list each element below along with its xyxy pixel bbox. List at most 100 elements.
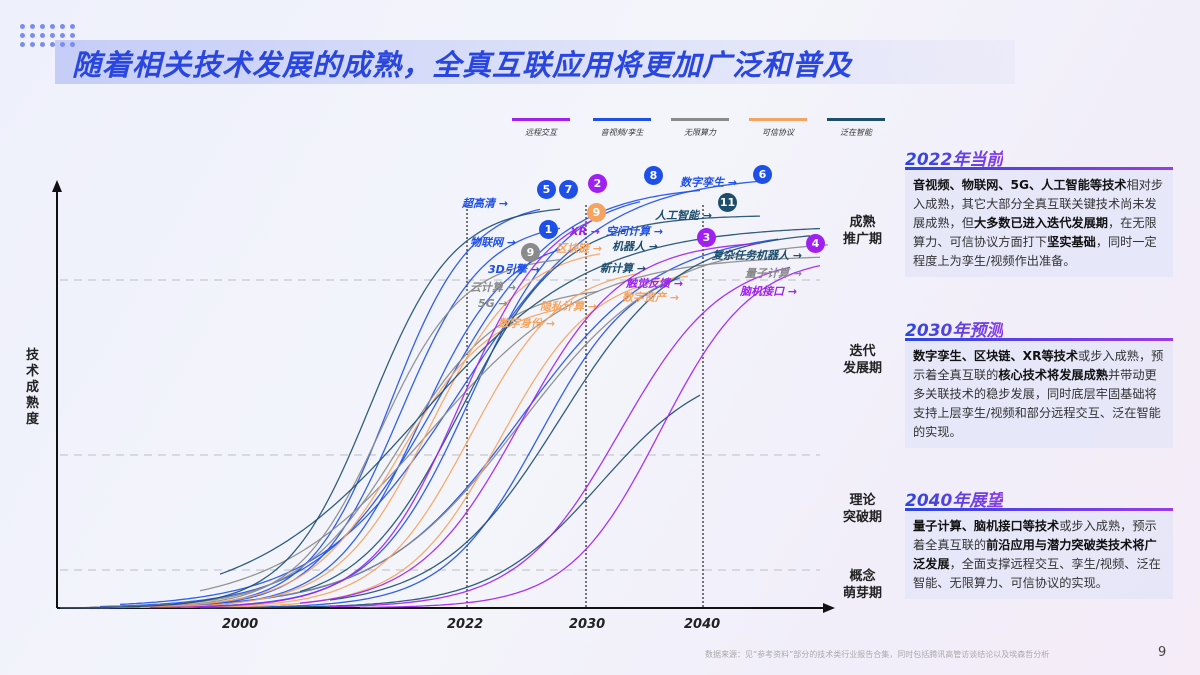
technology-label: 复杂任务机器人 →: [712, 249, 803, 262]
section-text: 核心技术将发展成熟: [998, 368, 1108, 382]
technology-number-badge: 9: [587, 203, 606, 222]
section-text: 或步入成熟，预示着全真互联的: [913, 349, 1164, 382]
x-tick-2000: 2000: [222, 617, 259, 632]
legend-item: 音视频/孪生: [593, 118, 651, 138]
y-axis-label: 技术成熟度: [26, 348, 40, 427]
legend-item: 远程交互: [512, 118, 570, 138]
maturity-curve: [59, 208, 561, 609]
maturity-curve: [200, 277, 681, 609]
section-text: 前沿应用与潜力突破类技术将广泛发展: [913, 538, 1157, 571]
legend-label: 远程交互: [525, 128, 557, 137]
page-title: 随着相关技术发展的成熟，全真互联应用将更加广泛和普及: [72, 48, 853, 82]
section-text: 大多数已进入迭代发展期: [973, 216, 1108, 230]
legend-swatch: [512, 118, 570, 121]
technology-label: 3D引擎 →: [488, 263, 540, 276]
technology-number-badge: 6: [753, 165, 772, 184]
technology-label: 物联网 →: [470, 236, 517, 249]
maturity-curve: [299, 242, 761, 604]
maturity-curve: [220, 275, 689, 608]
technology-label: 数字身份 →: [498, 317, 556, 330]
title-bar: [55, 40, 1015, 84]
stage-breakthrough: 理论 突破期: [842, 493, 882, 525]
x-tick-2022: 2022: [447, 617, 484, 632]
technology-number-badge: 1: [539, 220, 558, 239]
technology-number-badge: 3: [697, 228, 716, 247]
section-body: 数字孪生、区块链、XR等技术或步入成熟，预示着全真互联的核心技术将发展成熟并带动…: [905, 341, 1173, 448]
section-text: ，同时一定程度上为孪生/视频作出准备。: [913, 235, 1157, 268]
section-body: 音视频、物联网、5G、人工智能等技术相对步入成熟，其它大部分全真互联关键技术尚未…: [905, 170, 1173, 277]
legend-label: 泛在智能: [840, 128, 872, 137]
technology-label: 隐私计算 →: [540, 300, 598, 313]
section-text: 或步入成熟，预示着全真互联的: [913, 519, 1157, 552]
maturity-curve: [100, 308, 561, 609]
technology-label: 新计算 →: [600, 262, 647, 275]
technology-label: 区块链 →: [556, 242, 603, 255]
section-text: 数字孪生、区块链、XR等技术: [913, 349, 1079, 363]
section-text: ，全面支撑远程交互、孪生/视频、泛在智能、无限算力、可信协议的实现。: [913, 557, 1161, 590]
maturity-curve: [60, 258, 561, 609]
maturity-curve: [359, 264, 821, 609]
section-text: 并带动更多关联技术的稳步发展，同时底层牢固基础将支持上层孪生/视频和部分远程交互…: [913, 368, 1161, 439]
legend-label: 音视频/孪生: [600, 128, 644, 137]
technology-label: 数字孪生 →: [680, 176, 738, 189]
y-axis-arrow: [52, 180, 62, 192]
technology-number-badge: 11: [718, 193, 737, 212]
technology-label: 超高清 →: [462, 197, 509, 210]
technology-label: XR →: [570, 225, 600, 238]
x-axis-arrow: [823, 603, 835, 613]
section-title: 2040年展望: [905, 486, 1003, 511]
maturity-curve: [99, 189, 701, 608]
legend-swatch: [593, 118, 651, 121]
technology-label: 5G →: [478, 297, 508, 310]
section-body: 量子计算、脑机接口等技术或步入成熟，预示着全真互联的前沿应用与潜力突破类技术将广…: [905, 511, 1173, 599]
maturity-curve: [179, 272, 641, 609]
decorative-dots: [20, 24, 76, 47]
technology-label: 脑机接口 →: [740, 285, 798, 298]
legend-swatch: [827, 118, 885, 121]
section-text: 坚实基础: [1047, 235, 1096, 249]
maturity-curve: [259, 244, 829, 600]
technology-number-badge: 9: [521, 243, 540, 262]
maturity-curve: [200, 394, 701, 609]
stage-mature: 成熟 推广期: [842, 215, 882, 247]
technology-number-badge: 7: [559, 180, 578, 199]
section-text: ，在无限算力、可信协议方面打下: [913, 216, 1157, 249]
maturity-curve: [149, 217, 599, 609]
x-tick-2040: 2040: [684, 617, 721, 632]
page-number: 9: [1158, 645, 1167, 660]
legend-swatch: [671, 118, 729, 121]
section-text: 量子计算、脑机接口等技术: [913, 519, 1060, 533]
section-text: 音视频、物联网、5G、人工智能等技术: [913, 178, 1127, 192]
technology-label: 机器人 →: [612, 240, 659, 253]
maturity-curve: [119, 180, 761, 606]
legend-item: 可信协议: [749, 118, 807, 138]
section-2040: 2040年展望 量子计算、脑机接口等技术或步入成熟，预示着全真互联的前沿应用与潜力…: [905, 486, 1173, 599]
legend-label: 无限算力: [684, 128, 716, 137]
maturity-curve: [219, 227, 821, 575]
legend-item: 泛在智能: [827, 118, 885, 138]
section-title: 2022年当前: [905, 145, 1003, 170]
section-2022: 2022年当前 音视频、物联网、5G、人工智能等技术相对步入成熟，其它大部分全真互…: [905, 145, 1173, 277]
maturity-curve: [60, 208, 541, 609]
legend-swatch: [749, 118, 807, 121]
maturity-curve: [149, 238, 779, 607]
section-2030: 2030年预测 数字孪生、区块链、XR等技术或步入成熟，预示着全真互联的核心技术将…: [905, 316, 1173, 448]
maturity-curve: [140, 253, 601, 608]
stage-iteration: 迭代 发展期: [842, 344, 882, 376]
maturity-curve: [329, 266, 791, 608]
stage-concept: 概念 萌芽期: [842, 569, 882, 601]
technology-label: 空间计算 →: [606, 225, 664, 238]
technology-label: 触觉反馈 →: [626, 277, 684, 290]
maturity-curve: [329, 235, 811, 601]
section-text: 相对步入成熟，其它大部分全真互联关键技术尚未发展成熟，但: [913, 178, 1164, 230]
technology-number-badge: 5: [537, 180, 556, 199]
technology-label: 量子计算 →: [745, 267, 803, 280]
section-title: 2030年预测: [905, 316, 1003, 341]
maturity-curve: [299, 215, 761, 593]
technology-label: 数字资产 →: [622, 291, 680, 304]
legend-item: 无限算力: [671, 118, 729, 138]
technology-number-badge: 2: [588, 174, 607, 193]
maturity-curve: [199, 256, 821, 592]
technology-label: 人工智能 →: [655, 209, 713, 222]
